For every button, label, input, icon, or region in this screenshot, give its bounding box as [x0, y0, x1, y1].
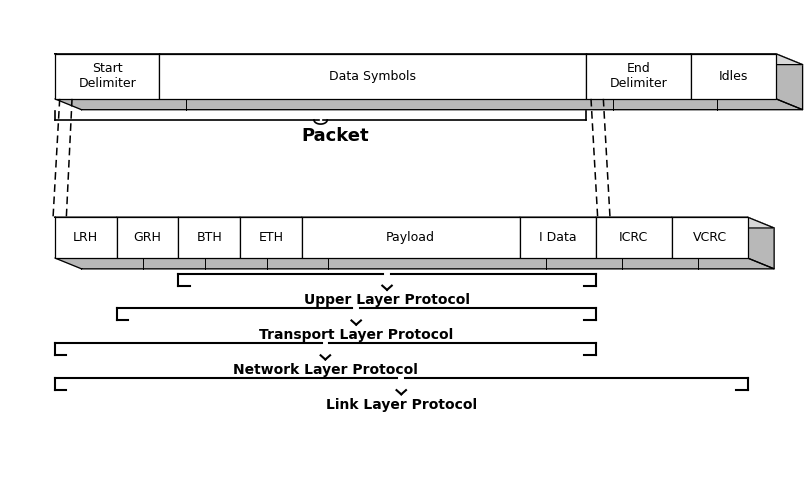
- Polygon shape: [55, 54, 159, 99]
- Text: VCRC: VCRC: [692, 231, 726, 244]
- Text: Transport Layer Protocol: Transport Layer Protocol: [259, 328, 453, 342]
- Text: Packet: Packet: [301, 127, 368, 145]
- Text: Payload: Payload: [386, 231, 435, 244]
- Polygon shape: [301, 217, 519, 258]
- Text: Start
Delimiter: Start Delimiter: [78, 62, 136, 90]
- Text: Link Layer Protocol: Link Layer Protocol: [325, 398, 476, 412]
- Polygon shape: [55, 217, 117, 258]
- Polygon shape: [178, 217, 240, 258]
- Text: ETH: ETH: [258, 231, 283, 244]
- Polygon shape: [586, 54, 690, 99]
- Text: GRH: GRH: [133, 231, 161, 244]
- Text: Data Symbols: Data Symbols: [329, 70, 416, 83]
- Polygon shape: [595, 217, 671, 258]
- Text: End
Delimiter: End Delimiter: [609, 62, 667, 90]
- Text: Idles: Idles: [718, 70, 747, 83]
- Polygon shape: [775, 54, 801, 110]
- Text: ICRC: ICRC: [618, 231, 647, 244]
- Text: I Data: I Data: [539, 231, 576, 244]
- Polygon shape: [159, 54, 586, 99]
- Polygon shape: [55, 54, 801, 65]
- Text: Upper Layer Protocol: Upper Layer Protocol: [303, 293, 470, 307]
- Text: BTH: BTH: [196, 231, 221, 244]
- Text: Network Layer Protocol: Network Layer Protocol: [233, 363, 418, 377]
- Polygon shape: [55, 99, 801, 110]
- Polygon shape: [55, 258, 773, 269]
- Text: LRH: LRH: [73, 231, 98, 244]
- Polygon shape: [690, 54, 775, 99]
- Polygon shape: [671, 217, 747, 258]
- Polygon shape: [117, 217, 178, 258]
- Polygon shape: [519, 217, 595, 258]
- Polygon shape: [55, 217, 773, 228]
- Polygon shape: [747, 217, 773, 269]
- Polygon shape: [240, 217, 301, 258]
